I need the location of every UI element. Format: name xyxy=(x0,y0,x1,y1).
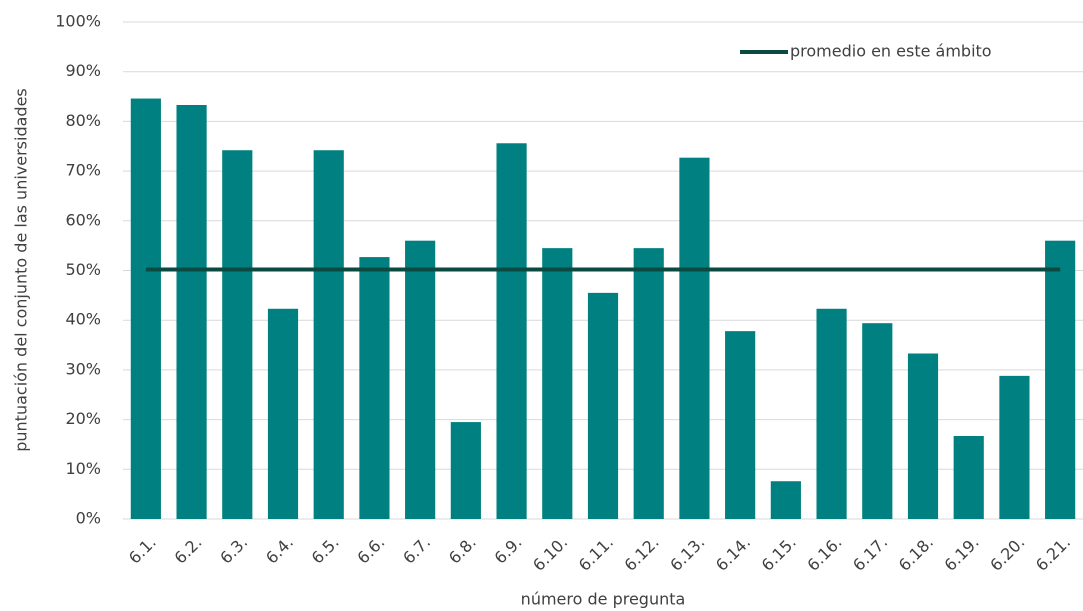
bar xyxy=(1045,240,1076,519)
bar xyxy=(907,353,939,519)
x-tick-label: 6.17. xyxy=(849,533,891,575)
x-tick-label: 6.12. xyxy=(620,533,662,575)
x-tick-label: 6.5. xyxy=(308,533,343,568)
y-axis-title: puntuación del conjunto de las universid… xyxy=(12,88,31,452)
bar xyxy=(725,331,756,519)
y-tick-label: 40% xyxy=(65,310,101,329)
bar xyxy=(953,436,984,519)
x-tick-label: 6.10. xyxy=(529,533,571,575)
x-tick-label: 6.8. xyxy=(445,533,480,568)
x-tick-label: 6.9. xyxy=(491,533,526,568)
x-tick-label: 6.3. xyxy=(216,533,251,568)
x-tick-label: 6.18. xyxy=(895,533,937,575)
y-tick-label: 10% xyxy=(65,459,101,478)
x-tick-label: 6.2. xyxy=(171,533,206,568)
bar xyxy=(359,257,390,519)
bar xyxy=(542,248,573,519)
y-tick-label: 70% xyxy=(65,161,101,180)
y-tick-label: 30% xyxy=(65,359,101,378)
x-tick-label: 6.6. xyxy=(353,533,388,568)
bar xyxy=(450,422,481,519)
bar xyxy=(999,375,1030,519)
y-tick-label: 90% xyxy=(65,61,101,80)
x-tick-label: 6.16. xyxy=(803,533,845,575)
y-tick-label: 0% xyxy=(76,509,101,528)
y-tick-label: 50% xyxy=(65,260,101,279)
bar xyxy=(816,308,847,519)
bar xyxy=(633,248,664,519)
x-tick-label: 6.11. xyxy=(575,533,617,575)
x-tick-label: 6.13. xyxy=(666,533,708,575)
bar xyxy=(176,104,207,520)
x-tick-label: 6.20. xyxy=(986,533,1028,575)
bar xyxy=(862,323,893,519)
x-tick-label: 6.4. xyxy=(262,533,297,568)
x-tick-label: 6.21. xyxy=(1032,533,1074,575)
bar xyxy=(405,240,436,519)
bar xyxy=(770,481,801,519)
y-tick-label: 80% xyxy=(65,111,101,130)
x-tick-label: 6.14. xyxy=(712,533,754,575)
y-tick-label: 100% xyxy=(55,12,101,31)
x-tick-label: 6.7. xyxy=(399,533,434,568)
legend-label: promedio en este ámbito xyxy=(790,42,992,61)
x-tick-label: 6.15. xyxy=(758,533,800,575)
y-tick-label: 20% xyxy=(65,409,101,428)
bar xyxy=(130,98,161,520)
bar xyxy=(679,157,710,519)
bar xyxy=(496,143,527,519)
x-tick-label: 6.19. xyxy=(940,533,982,575)
y-tick-label: 60% xyxy=(65,210,101,229)
bar xyxy=(267,308,299,519)
bar xyxy=(587,292,619,519)
x-tick-label: 6.1. xyxy=(125,533,160,568)
bar xyxy=(313,150,344,519)
x-axis-title: número de pregunta xyxy=(521,590,686,609)
bar xyxy=(222,150,253,519)
